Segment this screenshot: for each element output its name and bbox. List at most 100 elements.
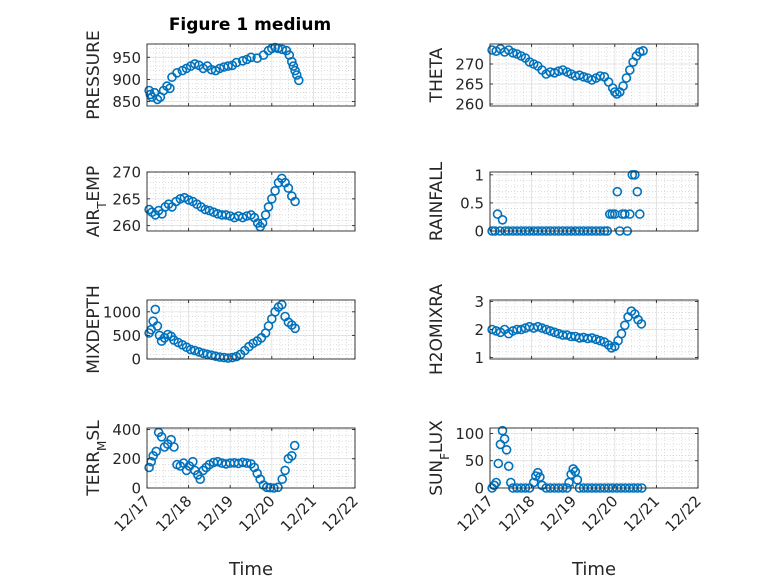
data-point <box>198 465 208 476</box>
data-point <box>257 218 268 228</box>
data-point <box>591 334 601 345</box>
y-tick-label: 500 <box>112 327 141 345</box>
data-point <box>293 75 304 86</box>
rainfall-subplot: 0 0.5 1 RAINFALL <box>427 161 699 241</box>
air-temp-axes-box <box>146 171 356 232</box>
data-point <box>505 477 516 488</box>
data-point <box>578 72 589 82</box>
data-point <box>516 324 527 335</box>
x-tick-label: 12/22 <box>319 492 362 535</box>
data-point <box>497 215 508 225</box>
data-point <box>537 323 547 333</box>
mixdepth-axes-box <box>146 299 356 360</box>
y-tick-label: 1 <box>474 166 484 184</box>
data-point <box>595 71 606 81</box>
theta-y-axis-label: THETA <box>427 47 447 103</box>
data-point <box>624 65 635 75</box>
subplot-grid: 850 900 950 PRESSURE 260 265 270 THETA 260 265 270… <box>84 30 705 535</box>
pressure-axes-box <box>146 43 356 107</box>
rainfall-axes-box <box>489 171 699 232</box>
data-point <box>144 462 154 473</box>
data-point <box>156 431 167 442</box>
y-tick-label: 0.5 <box>460 194 484 212</box>
data-point <box>491 477 502 488</box>
data-point <box>549 327 560 338</box>
data-point <box>286 56 297 67</box>
data-point <box>231 57 242 68</box>
data-point <box>151 446 161 457</box>
sun-flux-axes-box <box>489 427 699 489</box>
x-tick-label: 12/21 <box>620 492 663 535</box>
pressure-subplot: 850 900 950 PRESSURE <box>84 30 356 120</box>
y-tick-label: 0 <box>474 223 484 241</box>
air-temp-y-axis-label: AIRTEMP <box>84 166 109 237</box>
terr-msl-plot-area <box>147 428 355 488</box>
data-point <box>290 196 300 207</box>
rainfall-plot-area <box>490 172 698 231</box>
data-point <box>574 70 585 80</box>
terr-msl-y-axis-label: TERRMSL <box>84 420 109 497</box>
y-tick-label: 265 <box>455 76 484 94</box>
data-point <box>276 299 287 310</box>
data-point <box>172 68 182 78</box>
data-point <box>273 482 283 493</box>
data-point <box>290 65 300 76</box>
data-point <box>260 210 271 220</box>
y-tick-label: 3 <box>474 293 484 311</box>
mixdepth-series <box>144 299 300 363</box>
y-tick-label: 1 <box>474 349 484 367</box>
h2omixra-y-axis-label: H2OMIXRA <box>427 284 447 375</box>
data-point <box>288 61 299 71</box>
terr-msl-axes-box <box>146 427 356 489</box>
data-point <box>190 345 200 356</box>
h2omixra-subplot: 1 2 3 H2OMIXRA <box>427 284 699 375</box>
data-point <box>619 320 630 331</box>
data-point <box>291 70 302 80</box>
x-tick-label: 12/20 <box>235 492 278 535</box>
y-tick-label: 0 <box>474 480 484 498</box>
data-point <box>212 456 223 467</box>
data-point <box>242 458 252 468</box>
data-point <box>194 347 204 357</box>
x-tick-label: 12/21 <box>277 492 320 535</box>
x-tick-label: 12/22 <box>662 492 705 535</box>
air-temp-series <box>144 173 300 232</box>
x-axis-label-left: Time <box>228 559 273 580</box>
y-tick-label: 100 <box>455 425 484 443</box>
data-point <box>266 194 277 204</box>
rainfall-y-axis-label: RAINFALL <box>427 161 447 241</box>
h2omixra-series <box>487 306 647 353</box>
data-point <box>270 186 280 196</box>
data-point <box>508 47 518 58</box>
terr-msl-subplot: 0 200 400TERRMSL12/1712/1812/1912/2012/211… <box>84 420 362 536</box>
x-tick-label: 12/20 <box>578 492 621 535</box>
data-point <box>185 344 196 355</box>
theta-axes-box <box>489 43 699 107</box>
data-point <box>152 321 163 331</box>
data-point <box>541 324 552 335</box>
data-point <box>290 323 300 334</box>
data-point <box>528 477 539 488</box>
data-point <box>629 170 640 180</box>
y-tick-label: 260 <box>455 96 484 114</box>
x-tick-label: 12/18 <box>495 492 538 535</box>
data-point <box>532 321 543 332</box>
data-point <box>545 326 556 336</box>
data-point <box>619 209 630 219</box>
figure-title: Figure 1 medium <box>169 15 331 35</box>
data-point <box>487 324 497 335</box>
data-point <box>595 335 606 346</box>
y-tick-label: 270 <box>455 56 484 74</box>
data-point <box>204 205 215 216</box>
data-point <box>624 209 635 219</box>
data-point <box>603 340 614 350</box>
data-point <box>501 444 512 455</box>
data-point <box>499 434 510 444</box>
data-point <box>289 440 300 451</box>
data-point <box>263 202 274 212</box>
data-point <box>636 319 647 329</box>
data-point <box>246 52 256 63</box>
x-tick-label: 12/17 <box>454 492 497 535</box>
y-tick-label: 900 <box>112 71 141 89</box>
